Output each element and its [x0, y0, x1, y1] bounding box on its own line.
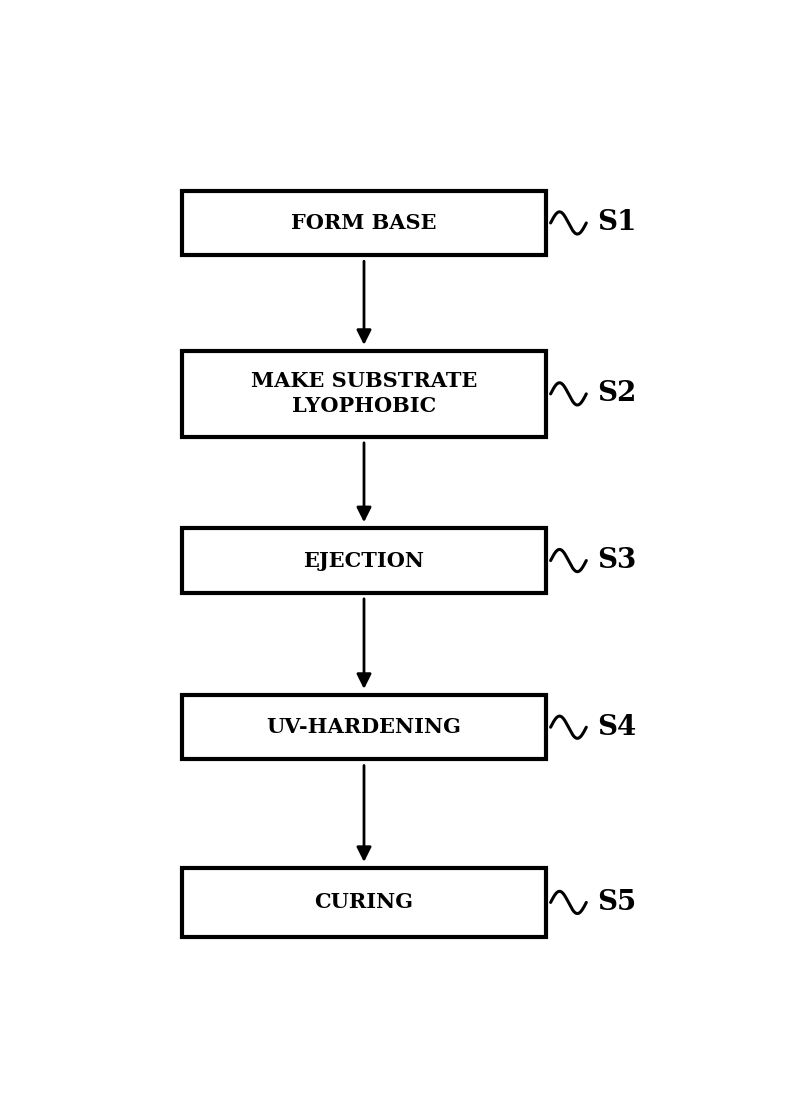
Bar: [183, 351, 545, 436]
Text: S2: S2: [598, 381, 637, 407]
Text: S3: S3: [598, 547, 637, 574]
Text: MAKE SUBSTRATE
LYOPHOBIC: MAKE SUBSTRATE LYOPHOBIC: [250, 372, 478, 416]
Text: S4: S4: [598, 714, 637, 740]
Text: EJECTION: EJECTION: [304, 551, 424, 571]
Text: S5: S5: [598, 889, 637, 916]
Text: UV-HARDENING: UV-HARDENING: [267, 717, 461, 737]
Text: FORM BASE: FORM BASE: [291, 213, 437, 233]
Bar: [183, 868, 545, 937]
Bar: [183, 695, 545, 759]
Bar: [183, 528, 545, 593]
Text: S1: S1: [598, 210, 637, 236]
Bar: [183, 191, 545, 255]
Text: CURING: CURING: [314, 892, 414, 912]
